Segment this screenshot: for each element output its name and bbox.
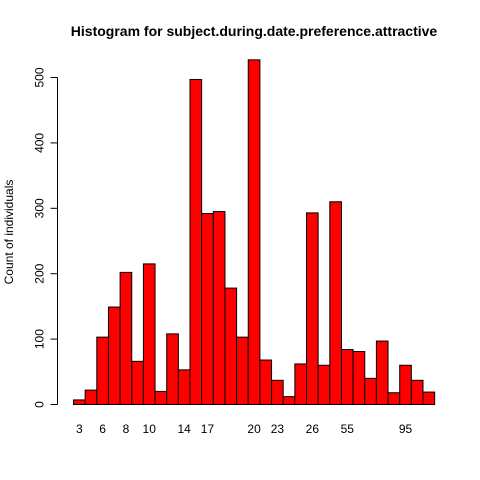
x-tick-label: 26 [306, 422, 320, 436]
histogram-bar [154, 390, 168, 406]
histogram-bar [224, 287, 238, 405]
y-tick-label: 0 [33, 401, 47, 408]
histogram-bar [399, 364, 412, 406]
histogram-bar [271, 379, 284, 405]
x-tick-label: 17 [201, 422, 215, 436]
histogram-bar [317, 364, 331, 406]
x-tick-label: 8 [123, 422, 130, 436]
x-tick-label: 95 [399, 422, 413, 436]
y-tick-label: 200 [33, 263, 47, 283]
histogram-bar [84, 389, 98, 405]
histogram-bar [107, 306, 121, 405]
chart-title: Histogram for subject.during.date.prefer… [71, 23, 438, 39]
bars-group [73, 59, 436, 406]
y-tick-label: 300 [33, 198, 47, 218]
histogram-bar [131, 360, 144, 405]
histogram-bar [73, 399, 86, 406]
histogram-bar [119, 271, 133, 406]
x-tick-label: 55 [341, 422, 355, 436]
histogram-bar [375, 340, 389, 405]
y-axis: 0 100 200 300 400 500 [33, 67, 58, 408]
histogram-bar [189, 78, 203, 406]
x-tick-label: 3 [76, 422, 83, 436]
histogram-bar [96, 336, 109, 406]
x-tick-label: 10 [143, 422, 157, 436]
x-tick-label: 6 [99, 422, 106, 436]
histogram-bar [422, 391, 436, 406]
histogram-bar [410, 379, 424, 405]
histogram-bar [166, 333, 179, 405]
histogram-bar [247, 59, 261, 406]
histogram-bar [259, 359, 273, 405]
histogram-bar [387, 392, 401, 406]
histogram-bar [282, 396, 296, 405]
histogram-bar [201, 213, 214, 405]
histogram-bar [212, 211, 226, 405]
histogram-bar [352, 351, 366, 405]
histogram-bar [294, 363, 308, 406]
x-tick-label: 23 [271, 422, 285, 436]
y-tick-label: 500 [33, 67, 47, 87]
x-tick-labels: 3 6 8 10 14 17 20 23 26 55 95 [76, 422, 413, 436]
histogram-bar [236, 336, 249, 406]
histogram-bar [340, 349, 354, 405]
histogram-bar [142, 263, 156, 406]
histogram-bar [306, 212, 319, 405]
y-axis-title: Count of individuals [2, 180, 16, 285]
y-tick-label: 400 [33, 133, 47, 153]
x-tick-label: 14 [178, 422, 192, 436]
histogram-bar [364, 377, 377, 405]
histogram-bar [177, 369, 191, 405]
y-tick-label: 100 [33, 329, 47, 349]
x-tick-label: 20 [247, 422, 261, 436]
histogram-bar [329, 201, 342, 405]
